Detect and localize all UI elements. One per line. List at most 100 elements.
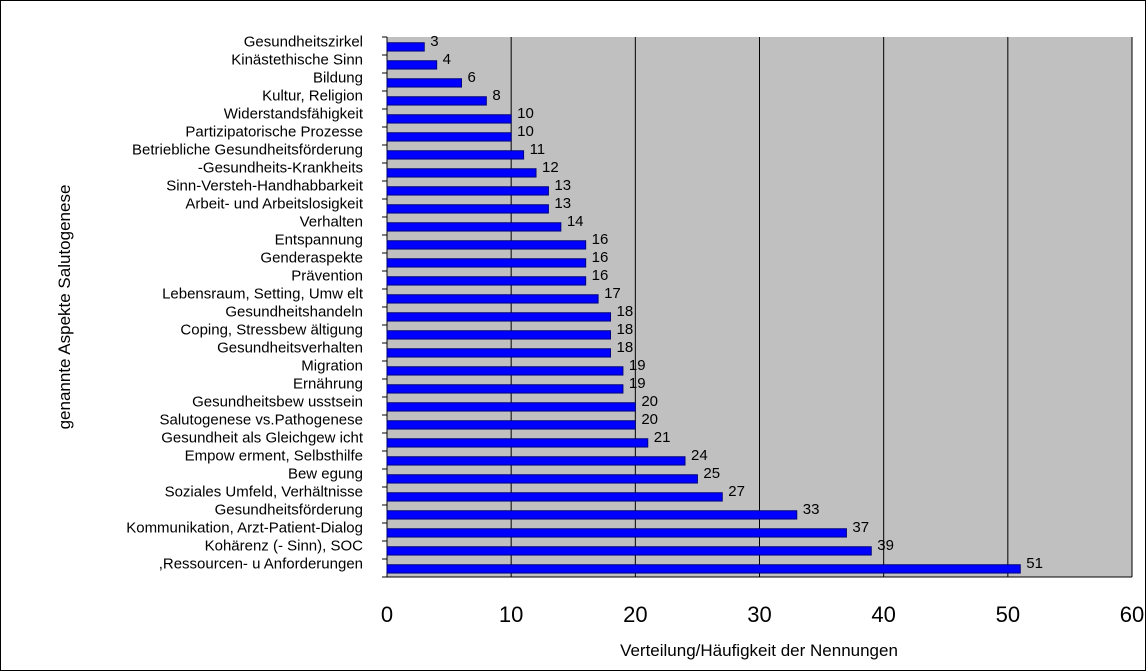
data-label: 14 xyxy=(567,213,584,230)
category-label: Entspannung xyxy=(275,231,363,248)
bar xyxy=(386,294,599,304)
bar xyxy=(386,222,562,232)
data-label: 17 xyxy=(604,285,621,302)
bar xyxy=(386,330,611,340)
bar xyxy=(386,366,624,376)
x-tick-label: 30 xyxy=(747,602,771,627)
data-label: 16 xyxy=(592,249,609,266)
bar xyxy=(386,240,587,250)
data-label: 27 xyxy=(728,483,745,500)
category-label: Kohärenz (- Sinn), SOC xyxy=(205,537,364,554)
category-label: Partizipatorische Prozesse xyxy=(185,123,363,140)
y-axis-title: genannte Aspekte Salutogenese xyxy=(55,185,74,430)
bar xyxy=(386,528,847,538)
data-label: 10 xyxy=(517,123,534,140)
bar xyxy=(386,474,698,484)
x-tick-label: 10 xyxy=(499,602,523,627)
category-label: Lebensraum, Setting, Umw elt xyxy=(162,285,364,302)
category-label: Genderaspekte xyxy=(260,249,363,266)
bar xyxy=(386,258,587,268)
bar xyxy=(386,348,611,358)
category-label: Gesundheitshandeln xyxy=(225,303,363,320)
bars xyxy=(386,42,1021,574)
data-label: 20 xyxy=(641,411,658,428)
category-label: Soziales Umfeld, Verhältnisse xyxy=(165,483,363,500)
data-label: 20 xyxy=(641,393,658,410)
category-label: -Gesundheits-Krankheits xyxy=(198,159,363,176)
bar xyxy=(386,546,872,556)
x-tick-label: 40 xyxy=(871,602,895,627)
category-label: Gesundheitsverhalten xyxy=(217,339,363,356)
category-label: Bildung xyxy=(313,69,363,86)
category-label: Gesundheitsförderung xyxy=(215,501,363,518)
category-label: Betriebliche Gesundheitsförderung xyxy=(132,141,363,158)
bar xyxy=(386,456,686,466)
data-label: 10 xyxy=(517,105,534,122)
bar xyxy=(386,510,798,520)
x-tick-label: 20 xyxy=(623,602,647,627)
x-tick-label: 50 xyxy=(996,602,1020,627)
data-label: 12 xyxy=(542,159,559,176)
data-label: 3 xyxy=(430,33,438,50)
data-label: 25 xyxy=(703,465,720,482)
bar xyxy=(386,204,549,214)
bar xyxy=(386,276,587,286)
data-label: 16 xyxy=(592,267,609,284)
bar xyxy=(386,42,425,52)
bar xyxy=(386,132,512,142)
bar xyxy=(386,312,611,322)
bar xyxy=(386,150,525,160)
bar xyxy=(386,114,512,124)
data-label: 18 xyxy=(617,339,634,356)
data-label: 37 xyxy=(852,519,869,536)
category-label: Empow erment, Selbsthilfe xyxy=(185,447,363,464)
value-labels: 3468101011121313141616161718181819192020… xyxy=(430,33,1043,572)
data-label: 8 xyxy=(492,87,500,104)
data-label: 18 xyxy=(617,321,634,338)
x-tick-label: 0 xyxy=(381,602,393,627)
x-axis-title: Verteilung/Häufigkeit der Nennungen xyxy=(620,641,898,660)
bar xyxy=(386,78,462,88)
x-tick-labels: 0 10 20 30 40 50 60 xyxy=(381,602,1144,627)
data-label: 33 xyxy=(803,501,820,518)
bar xyxy=(386,384,624,394)
bar xyxy=(386,402,636,412)
category-label: Arbeit- und Arbeitslosigkeit xyxy=(185,195,363,212)
data-label: 11 xyxy=(530,141,546,158)
data-label: 18 xyxy=(617,303,634,320)
data-label: 24 xyxy=(691,447,708,464)
category-label: Coping, Stressbew ältigung xyxy=(180,321,363,338)
category-label: Kinästethische Sinn xyxy=(231,51,363,68)
data-label: 6 xyxy=(468,69,476,86)
bar xyxy=(386,564,1021,574)
bar xyxy=(386,492,723,502)
data-label: 13 xyxy=(554,195,571,212)
bar xyxy=(386,168,537,178)
bar xyxy=(386,60,438,70)
data-label: 19 xyxy=(629,357,646,374)
bar xyxy=(386,96,487,106)
data-label: 13 xyxy=(554,177,571,194)
bar xyxy=(386,438,649,448)
data-label: 51 xyxy=(1026,555,1043,572)
category-label: Verhalten xyxy=(300,213,363,230)
data-label: 16 xyxy=(592,231,609,248)
category-label: Kommunikation, Arzt-Patient-Dialog xyxy=(126,519,363,536)
category-label: Migration xyxy=(301,357,363,374)
category-label: Gesundheit als Gleichgew icht xyxy=(161,429,364,446)
data-label: 4 xyxy=(443,51,451,68)
category-label: Sinn-Versteh-Handhabbarkeit xyxy=(166,177,364,194)
category-label: Gesundheitszirkel xyxy=(244,33,363,50)
x-tick-label: 60 xyxy=(1120,602,1144,627)
bar xyxy=(386,186,549,196)
data-label: 19 xyxy=(629,375,646,392)
category-label: ,Ressourcen- u Anforderungen xyxy=(159,555,363,572)
data-label: 21 xyxy=(654,429,671,446)
category-label: Gesundheitsbew usstsein xyxy=(192,393,363,410)
bar xyxy=(386,420,636,430)
category-label: Kultur, Religion xyxy=(262,87,363,104)
category-label: Bew egung xyxy=(288,465,363,482)
category-label: Widerstandsfähigkeit xyxy=(224,105,364,122)
